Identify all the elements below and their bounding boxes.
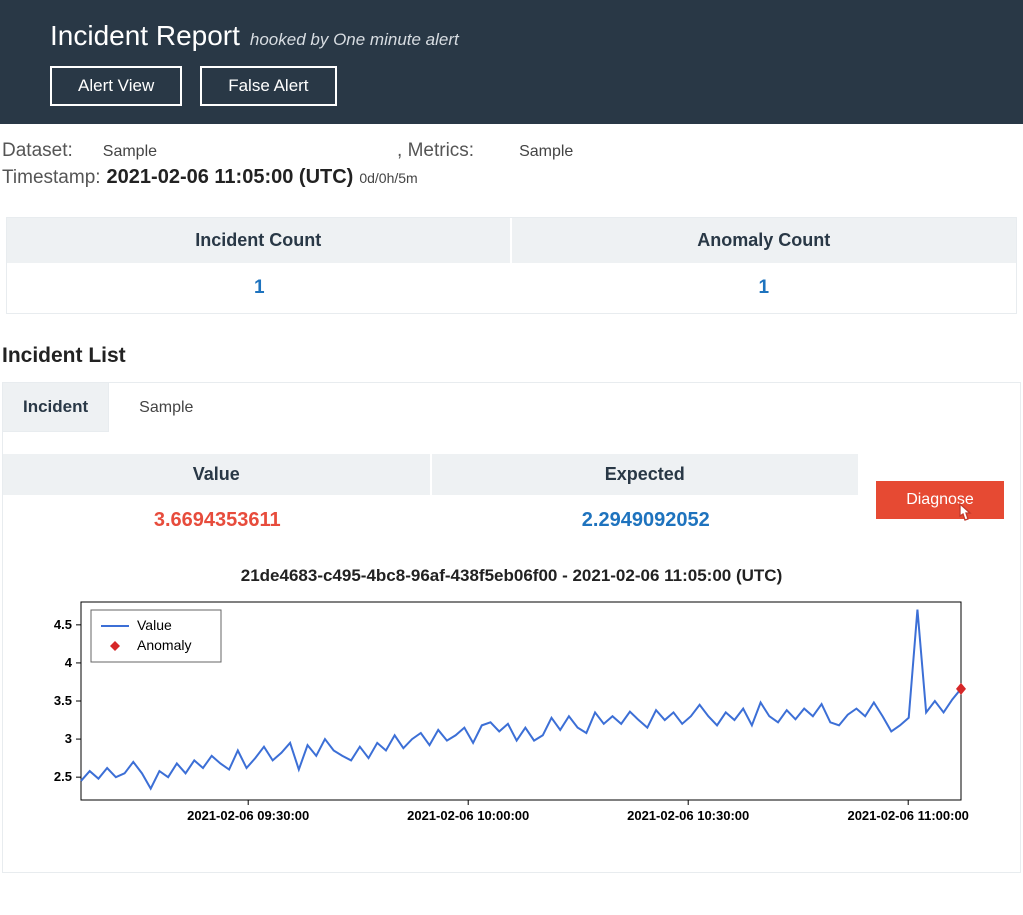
incident-count-header: Incident Count [7, 218, 512, 263]
incident-tab[interactable]: Incident [3, 383, 109, 432]
counts-table: Incident Count 1 Anomaly Count 1 [6, 217, 1017, 314]
false-alert-button[interactable]: False Alert [200, 66, 336, 106]
incident-count-value: 1 [7, 263, 512, 313]
metrics-value: Sample [519, 143, 573, 161]
expected-number: 2.2949092052 [432, 495, 861, 546]
svg-text:2021-02-06 10:30:00: 2021-02-06 10:30:00 [627, 808, 749, 823]
svg-text:2.5: 2.5 [54, 769, 72, 784]
dataset-value: Sample [103, 143, 157, 161]
anomaly-count-value: 1 [512, 263, 1017, 313]
svg-text:Anomaly: Anomaly [137, 637, 191, 653]
timestamp-label: Timestamp: [2, 167, 101, 189]
alert-view-button[interactable]: Alert View [50, 66, 182, 106]
value-header: Value [3, 454, 432, 495]
expected-header: Expected [432, 454, 861, 495]
page-title: Incident Report [50, 20, 240, 52]
value-number: 3.6694353611 [3, 495, 432, 546]
svg-text:Value: Value [137, 617, 172, 633]
header: Incident Report hooked by One minute ale… [0, 0, 1023, 124]
svg-text:4.5: 4.5 [54, 617, 72, 632]
timestamp-value: 2021-02-06 11:05:00 (UTC) [107, 166, 354, 189]
incident-list-title: Incident List [2, 344, 1023, 368]
metrics-label: , Metrics: [397, 140, 474, 162]
timestamp-offset: 0d/0h/5m [359, 170, 417, 186]
svg-text:3: 3 [65, 731, 72, 746]
chart-title: 21de4683-c495-4bc8-96af-438f5eb06f00 - 2… [33, 566, 990, 586]
diagnose-button[interactable]: Diagnose [876, 481, 1004, 519]
incident-tab-extra: Sample [109, 385, 223, 431]
svg-text:3.5: 3.5 [54, 693, 72, 708]
svg-text:2021-02-06 09:30:00: 2021-02-06 09:30:00 [187, 808, 309, 823]
metadata-block: Dataset: Sample , Metrics: Sample Timest… [0, 124, 1023, 199]
incident-panel: Incident Sample Value 3.6694353611 Expec… [2, 382, 1021, 873]
line-chart: 2.5 3 3.5 4 4.5 2021-02-06 09:30:00 2021-02-06… [33, 592, 973, 842]
svg-text:4: 4 [65, 655, 73, 670]
page-subtitle: hooked by One minute alert [250, 30, 459, 50]
anomaly-count-header: Anomaly Count [512, 218, 1017, 263]
svg-text:2021-02-06 11:00:00: 2021-02-06 11:00:00 [847, 808, 968, 823]
svg-text:2021-02-06 10:00:00: 2021-02-06 10:00:00 [407, 808, 529, 823]
dataset-label: Dataset: [2, 140, 73, 162]
